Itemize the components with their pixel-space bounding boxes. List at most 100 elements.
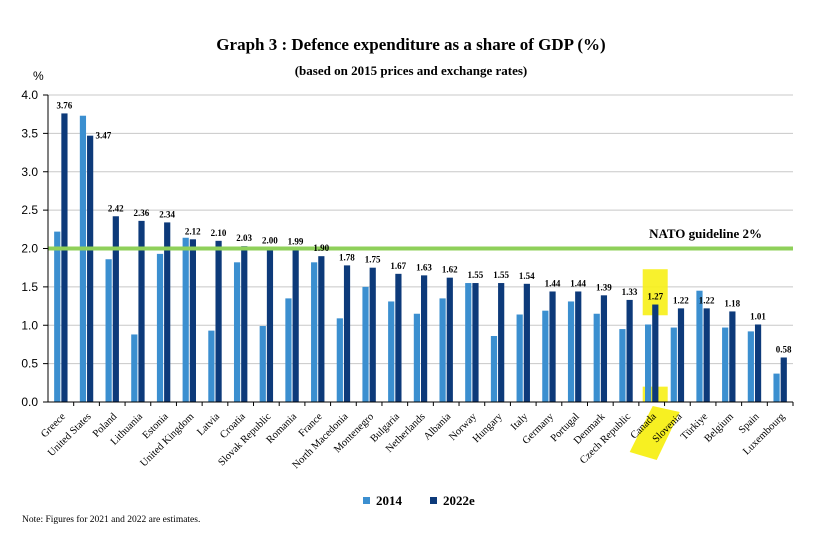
y-axis: 0.0 0.5 1.0 1.5 2.0 2.5 3.0 3.5 4.0: [21, 88, 49, 409]
y-tick-label: 1.0: [21, 318, 38, 332]
y-tick-label: 0.0: [21, 395, 38, 409]
value-label: 1.22: [673, 295, 689, 305]
y-tick-label: 3.5: [21, 126, 38, 140]
value-label: 1.90: [313, 243, 329, 253]
value-label: 1.99: [288, 236, 304, 246]
y-tick-label: 1.5: [21, 280, 38, 294]
x-category-label: Belgium: [703, 411, 736, 444]
bar-2014: [747, 331, 754, 402]
bar-2014: [54, 231, 61, 402]
bar-2014: [208, 330, 215, 402]
legend-swatch-2014: [363, 497, 370, 504]
bar-2022e: [575, 291, 582, 402]
value-label: 1.33: [622, 287, 638, 297]
value-label: 1.75: [365, 255, 381, 265]
bar-2014: [465, 283, 472, 402]
bar-2022e: [677, 308, 685, 402]
bar-2022e: [266, 248, 274, 402]
bar-2014: [105, 259, 112, 402]
value-label: 3.47: [96, 131, 112, 141]
bar-2022e: [241, 246, 248, 402]
bar-2022e: [369, 267, 376, 402]
bar-2014: [696, 290, 703, 402]
bar-2014: [593, 313, 600, 402]
bar-2014: [259, 326, 266, 402]
y-tick-label: 0.5: [21, 357, 38, 371]
bar-2022e: [112, 216, 119, 402]
bar-2014: [285, 298, 292, 402]
legend-label-2022e: 2022e: [443, 493, 475, 508]
guideline-label: NATO guideline 2%: [649, 226, 762, 241]
value-label: 1.55: [493, 270, 509, 280]
value-label: 1.54: [519, 271, 535, 281]
value-label: 2.03: [236, 233, 252, 243]
bar-2022e: [164, 222, 171, 402]
bar-2022e: [343, 265, 351, 402]
bar-2022e: [138, 220, 145, 402]
value-label: 2.34: [159, 209, 175, 219]
bar-2022e: [729, 311, 736, 402]
bar-2022e: [600, 295, 608, 402]
value-label: 0.58: [776, 344, 792, 354]
value-label: 2.36: [134, 208, 150, 218]
bar-2014: [645, 324, 652, 402]
bars: [54, 113, 787, 403]
bar-2014: [490, 335, 498, 402]
bar-2014: [516, 314, 523, 402]
bar-2014: [722, 327, 729, 402]
bar-2014: [619, 329, 626, 402]
bar-2014: [156, 253, 164, 402]
value-label: 1.18: [724, 298, 740, 308]
value-label: 1.67: [390, 261, 406, 271]
bar-2022e: [87, 135, 94, 403]
legend-label-2014: 2014: [376, 493, 403, 508]
value-label: 1.27: [647, 292, 663, 302]
y-axis-label: %: [33, 69, 44, 83]
value-label: 1.39: [596, 282, 612, 292]
value-label: 1.55: [468, 270, 484, 280]
value-label: 2.42: [108, 203, 124, 213]
bar-2014: [182, 237, 189, 402]
value-label: 1.01: [750, 311, 766, 321]
legend-swatch-2022e: [430, 497, 437, 504]
bar-2022e: [472, 283, 479, 402]
bar-2022e: [318, 256, 325, 402]
bar-2014: [670, 327, 677, 402]
bar-2014: [413, 313, 420, 402]
bar-2014: [388, 301, 395, 402]
bar-2022e: [189, 239, 196, 402]
bar-2022e: [523, 283, 530, 402]
chart-subtitle: (based on 2015 prices and exchange rates…: [295, 63, 528, 78]
value-label: 1.22: [699, 295, 715, 305]
bar-2014: [311, 262, 318, 402]
bar-2014: [542, 310, 549, 402]
chart-title: Graph 3 : Defence expenditure as a share…: [216, 35, 605, 54]
bar-2022e: [549, 291, 556, 402]
bar-2022e: [754, 324, 762, 402]
bar-2022e: [215, 240, 222, 402]
x-category-label: Italy: [509, 411, 531, 433]
bar-2022e: [498, 283, 505, 402]
bar-2022e: [292, 249, 299, 402]
y-tick-label: 2.0: [21, 242, 38, 256]
value-labels: 3.76 3.47 2.42 2.36 2.34 2.12 2.10 2.03 2.00 1.99…: [56, 100, 792, 354]
value-label: 1.62: [442, 265, 458, 275]
bar-2014: [567, 301, 575, 402]
value-label: 2.12: [185, 226, 201, 236]
bar-2022e: [652, 304, 659, 402]
value-label: 2.00: [262, 236, 278, 246]
bar-2014: [362, 286, 369, 402]
value-label: 1.78: [339, 252, 355, 262]
value-label: 1.44: [545, 278, 561, 288]
y-tick-label: 4.0: [21, 88, 38, 102]
bar-2014: [79, 115, 87, 402]
x-category-label: Hungary: [471, 411, 505, 445]
bar-2014: [233, 262, 241, 402]
bar-2022e: [626, 299, 633, 402]
bar-2022e: [446, 277, 453, 402]
bar-2022e: [395, 273, 402, 402]
value-label: 1.44: [570, 278, 586, 288]
legend: 2014 2022e: [363, 493, 475, 508]
